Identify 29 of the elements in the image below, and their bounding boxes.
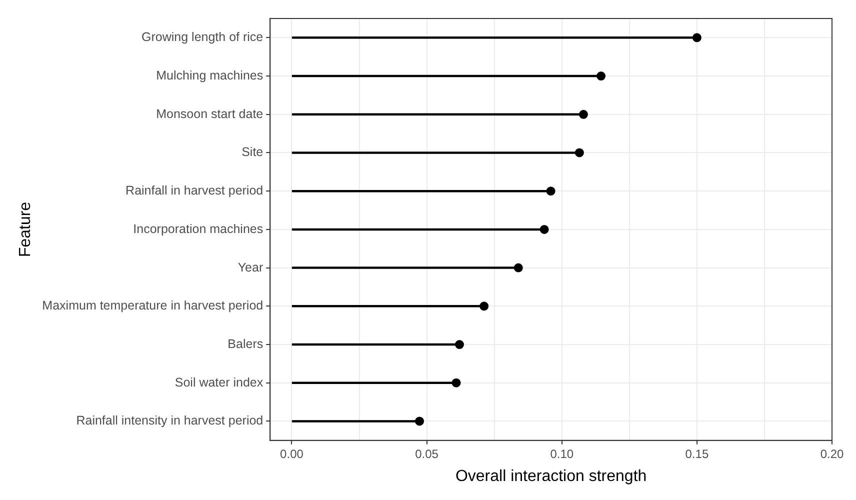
y-tick-label: Rainfall intensity in harvest period	[76, 414, 264, 428]
point	[415, 416, 424, 426]
point	[596, 72, 606, 81]
y-tick-label: Incorporation machines	[133, 222, 264, 236]
y-tick-label: Mulching machines	[156, 68, 264, 82]
y-tick-label: Monsoon start date	[156, 106, 264, 121]
x-tick-label: 0.20	[820, 446, 844, 461]
point	[692, 33, 702, 42]
point	[546, 186, 556, 196]
y-tick-label: Year	[238, 260, 264, 274]
y-tick-label: Growing length of rice	[142, 30, 264, 44]
y-tick-label: Maximum temperature in harvest period	[42, 298, 264, 313]
y-tick-label: Site	[242, 145, 264, 160]
point	[578, 110, 588, 119]
x-tick-label: 0.15	[685, 446, 709, 461]
x-tick-label: 0.10	[550, 446, 574, 461]
point	[480, 302, 489, 311]
x-tick-label: 0.05	[415, 446, 439, 461]
y-tick-label: Balers	[228, 336, 264, 351]
point	[574, 148, 584, 158]
x-axis-title: Overall interaction strength	[455, 468, 647, 485]
y-tick-label: Soil water index	[174, 375, 264, 390]
point	[540, 224, 549, 234]
point	[454, 340, 464, 350]
point	[514, 263, 523, 272]
point	[452, 378, 461, 388]
y-tick-label: Rainfall in harvest period	[126, 184, 264, 198]
y-axis-title: Feature	[17, 202, 34, 258]
x-tick-label: 0.00	[280, 446, 304, 461]
